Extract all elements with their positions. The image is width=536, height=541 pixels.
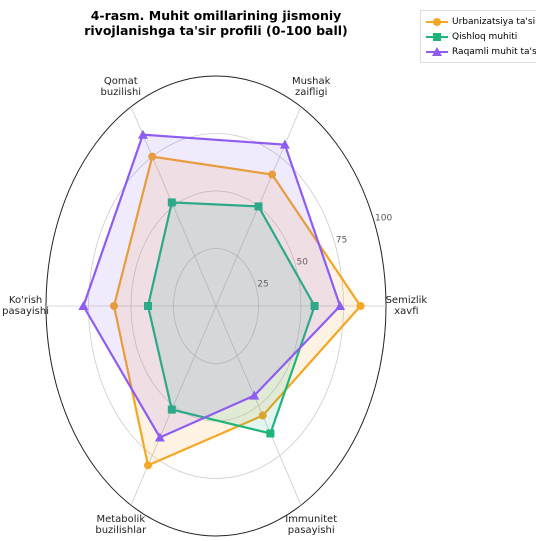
marker xyxy=(110,302,118,310)
marker xyxy=(268,170,277,179)
legend-swatch xyxy=(426,46,448,56)
marker xyxy=(167,405,176,414)
axis-label: Ko'rish pasayishi xyxy=(2,295,50,317)
marker xyxy=(266,429,275,438)
marker xyxy=(154,432,165,442)
marker xyxy=(167,198,176,207)
legend-label: Raqamli muhit ta'siri xyxy=(452,46,536,57)
legend-item: Raqamli muhit ta'siri xyxy=(426,44,536,59)
y-tick-label: 100 xyxy=(375,213,392,223)
marker xyxy=(78,301,89,310)
axis-label: Semizlik xavfi xyxy=(385,295,428,317)
legend-marker xyxy=(433,17,441,26)
marker xyxy=(258,411,267,420)
spoke xyxy=(215,305,302,506)
series-area xyxy=(82,133,342,439)
marker xyxy=(279,139,290,149)
chart-title: 4-rasm. Muhit omillarining jismoniy rivo… xyxy=(84,8,348,38)
legend-swatch xyxy=(426,32,448,41)
y-tick-label: 25 xyxy=(257,279,268,289)
marker xyxy=(310,302,319,310)
legend-label: Urbanizatsiya ta'siri xyxy=(452,16,536,27)
y-tick-label: 75 xyxy=(336,235,347,245)
legend-marker xyxy=(433,32,441,41)
axis-label: Immunitet pasayishi xyxy=(285,514,338,537)
legend-item: Qishloq muhiti xyxy=(426,29,536,44)
legend-marker xyxy=(432,46,442,56)
axis-label: Qomat buzilishi xyxy=(100,75,142,98)
marker xyxy=(144,302,152,310)
marker xyxy=(356,302,365,310)
legend-label: Qishloq muhiti xyxy=(452,31,518,42)
y-tick-label: 50 xyxy=(297,257,309,267)
marker xyxy=(254,202,263,211)
legend: Urbanizatsiya ta'siri Qishloq muhiti Raqam… xyxy=(420,10,536,63)
marker xyxy=(148,152,157,161)
legend-item: Urbanizatsiya ta'siri xyxy=(426,14,536,29)
legend-swatch xyxy=(426,17,448,26)
axis-label: Mushak zaifligi xyxy=(291,75,331,98)
marker xyxy=(335,301,346,310)
marker xyxy=(249,390,260,400)
marker xyxy=(137,129,148,139)
marker xyxy=(144,461,152,470)
axis-label: Metabolik buzilishlar xyxy=(95,514,147,537)
